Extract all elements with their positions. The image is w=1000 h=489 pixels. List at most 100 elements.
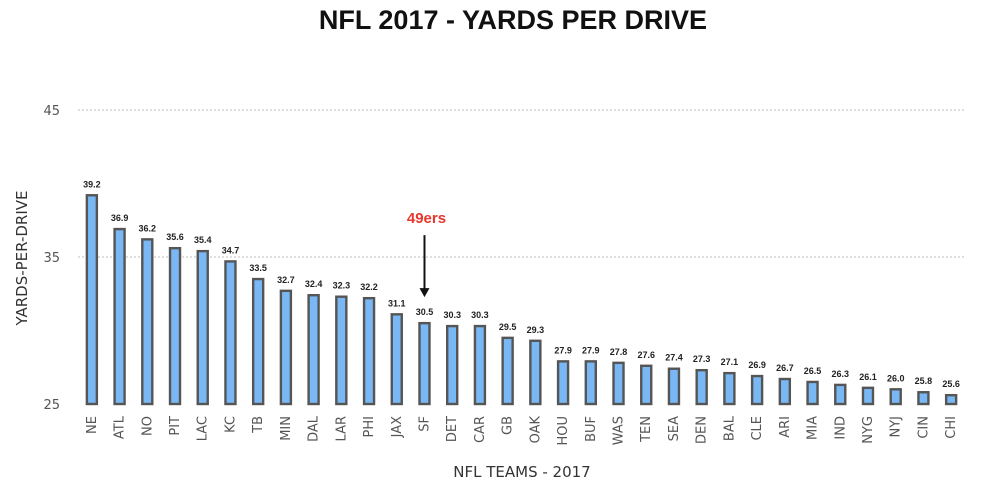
bar-det — [446, 324, 459, 406]
bar-bal — [723, 371, 736, 406]
x-tick-label: ARI — [778, 416, 793, 438]
annotation-arrow-head — [419, 288, 430, 298]
x-tick-label: TEN — [639, 416, 654, 443]
bar-buf — [584, 360, 597, 406]
data-label: 36.2 — [139, 223, 157, 233]
x-tick-label: MIA — [806, 416, 821, 440]
bar-hou — [556, 360, 570, 406]
bar-cle — [750, 374, 764, 406]
x-tick-label: LAR — [334, 416, 349, 441]
bar-cin — [917, 391, 930, 406]
y-axis-label: YARDS-PER-DRIVE — [13, 190, 31, 326]
x-tick-label: OAK — [528, 416, 543, 444]
data-label: 32.7 — [277, 275, 295, 285]
annotation-label: 49ers — [407, 210, 446, 227]
x-tick-label: NE — [85, 416, 100, 434]
x-tick-label: KC — [223, 416, 238, 433]
x-tick-label: MIN — [279, 416, 294, 441]
x-tick-label: DAL — [307, 415, 322, 442]
y-tick-label: 35 — [43, 251, 60, 266]
data-label: 32.4 — [305, 279, 323, 289]
data-label: 32.3 — [333, 281, 351, 291]
x-tick-label: NYJ — [889, 416, 904, 438]
x-tick-label: DET — [445, 416, 460, 442]
x-tick-label: IND — [833, 416, 848, 440]
x-tick-label: WAS — [612, 416, 627, 445]
data-label: 26.9 — [748, 360, 766, 370]
data-label: 26.5 — [804, 366, 822, 376]
x-tick-label: BAL — [722, 415, 737, 441]
bars — [85, 194, 958, 406]
data-label: 34.7 — [222, 245, 240, 255]
x-tick-label: HOU — [556, 416, 571, 446]
x-tick-label: CIN — [916, 416, 931, 439]
bar-dal — [307, 294, 320, 406]
y-tick-label: 45 — [43, 104, 60, 119]
x-tick-label: DEN — [695, 416, 710, 444]
x-axis-label: NFL TEAMS - 2017 — [453, 463, 590, 481]
data-label: 27.1 — [721, 357, 739, 367]
x-tick-label: CHI — [944, 416, 959, 439]
bar-ne — [85, 194, 99, 406]
x-tick-label: ATL — [113, 415, 128, 439]
data-label: 32.2 — [360, 282, 378, 292]
data-label: 29.3 — [527, 325, 545, 335]
x-tick-label: PHI — [362, 416, 377, 437]
bar-pit — [168, 246, 182, 406]
data-label: 27.9 — [554, 345, 572, 355]
data-label: 26.3 — [832, 369, 850, 379]
bar-no — [141, 238, 154, 406]
bar-sea — [667, 367, 681, 406]
bar-tb — [251, 277, 265, 406]
data-labels: 39.2 36.9 36.2 35.6 35.4 34.7 33.5 32.7 32.4 32.3… — [83, 179, 960, 389]
annotation: 49ers — [407, 210, 446, 298]
data-label: 30.5 — [416, 307, 434, 317]
data-label: 26.1 — [859, 372, 877, 382]
bar-ari — [778, 377, 792, 406]
data-label: 27.9 — [582, 345, 600, 355]
bar-car — [473, 324, 487, 406]
y-axis-ticks: 25 35 45 — [43, 104, 60, 413]
x-tick-label: SEA — [667, 416, 682, 441]
x-tick-label: TB — [251, 416, 266, 434]
data-label: 25.6 — [942, 379, 960, 389]
bar-chi — [944, 393, 958, 406]
bar-jax — [390, 313, 403, 406]
data-label: 26.7 — [776, 363, 794, 373]
bar-gb — [501, 336, 514, 406]
data-label: 25.8 — [915, 376, 933, 386]
x-tick-label: GB — [501, 416, 516, 435]
bar-nyj — [889, 388, 902, 406]
data-label: 29.5 — [499, 322, 517, 332]
y-tick-label: 25 — [43, 398, 60, 413]
bar-den — [695, 368, 708, 406]
data-label: 27.6 — [637, 350, 655, 360]
x-tick-label: NYG — [861, 416, 876, 444]
chart-title: NFL 2017 - YARDS PER DRIVE — [319, 5, 707, 35]
bar-nyg — [861, 386, 875, 406]
bar-lar — [335, 295, 348, 406]
bar-lac — [196, 249, 209, 406]
data-label: 30.3 — [443, 310, 461, 320]
bar-was — [612, 361, 625, 406]
data-label: 30.3 — [471, 310, 489, 320]
data-label: 27.8 — [610, 347, 628, 357]
bar-min — [279, 289, 293, 406]
data-label: 39.2 — [83, 179, 101, 189]
data-label: 33.5 — [249, 263, 267, 273]
bar-ind — [834, 383, 847, 406]
x-tick-label: SF — [417, 416, 432, 432]
bar-ten — [640, 364, 653, 406]
x-axis-ticks: NE ATL NO PIT LAC KC TB MIN DAL LAR PHI JAX SF DET CAR… — [85, 415, 959, 445]
data-label: 36.9 — [111, 213, 129, 223]
x-tick-label: LAC — [196, 416, 211, 441]
bar-oak — [529, 339, 542, 406]
x-tick-label: CAR — [473, 416, 488, 443]
x-tick-label: JAX — [390, 416, 405, 438]
x-tick-label: NO — [140, 416, 155, 436]
data-label: 27.4 — [665, 353, 683, 363]
x-tick-label: CLE — [750, 416, 765, 441]
bar-mia — [806, 380, 819, 406]
x-tick-label: PIT — [168, 416, 183, 436]
